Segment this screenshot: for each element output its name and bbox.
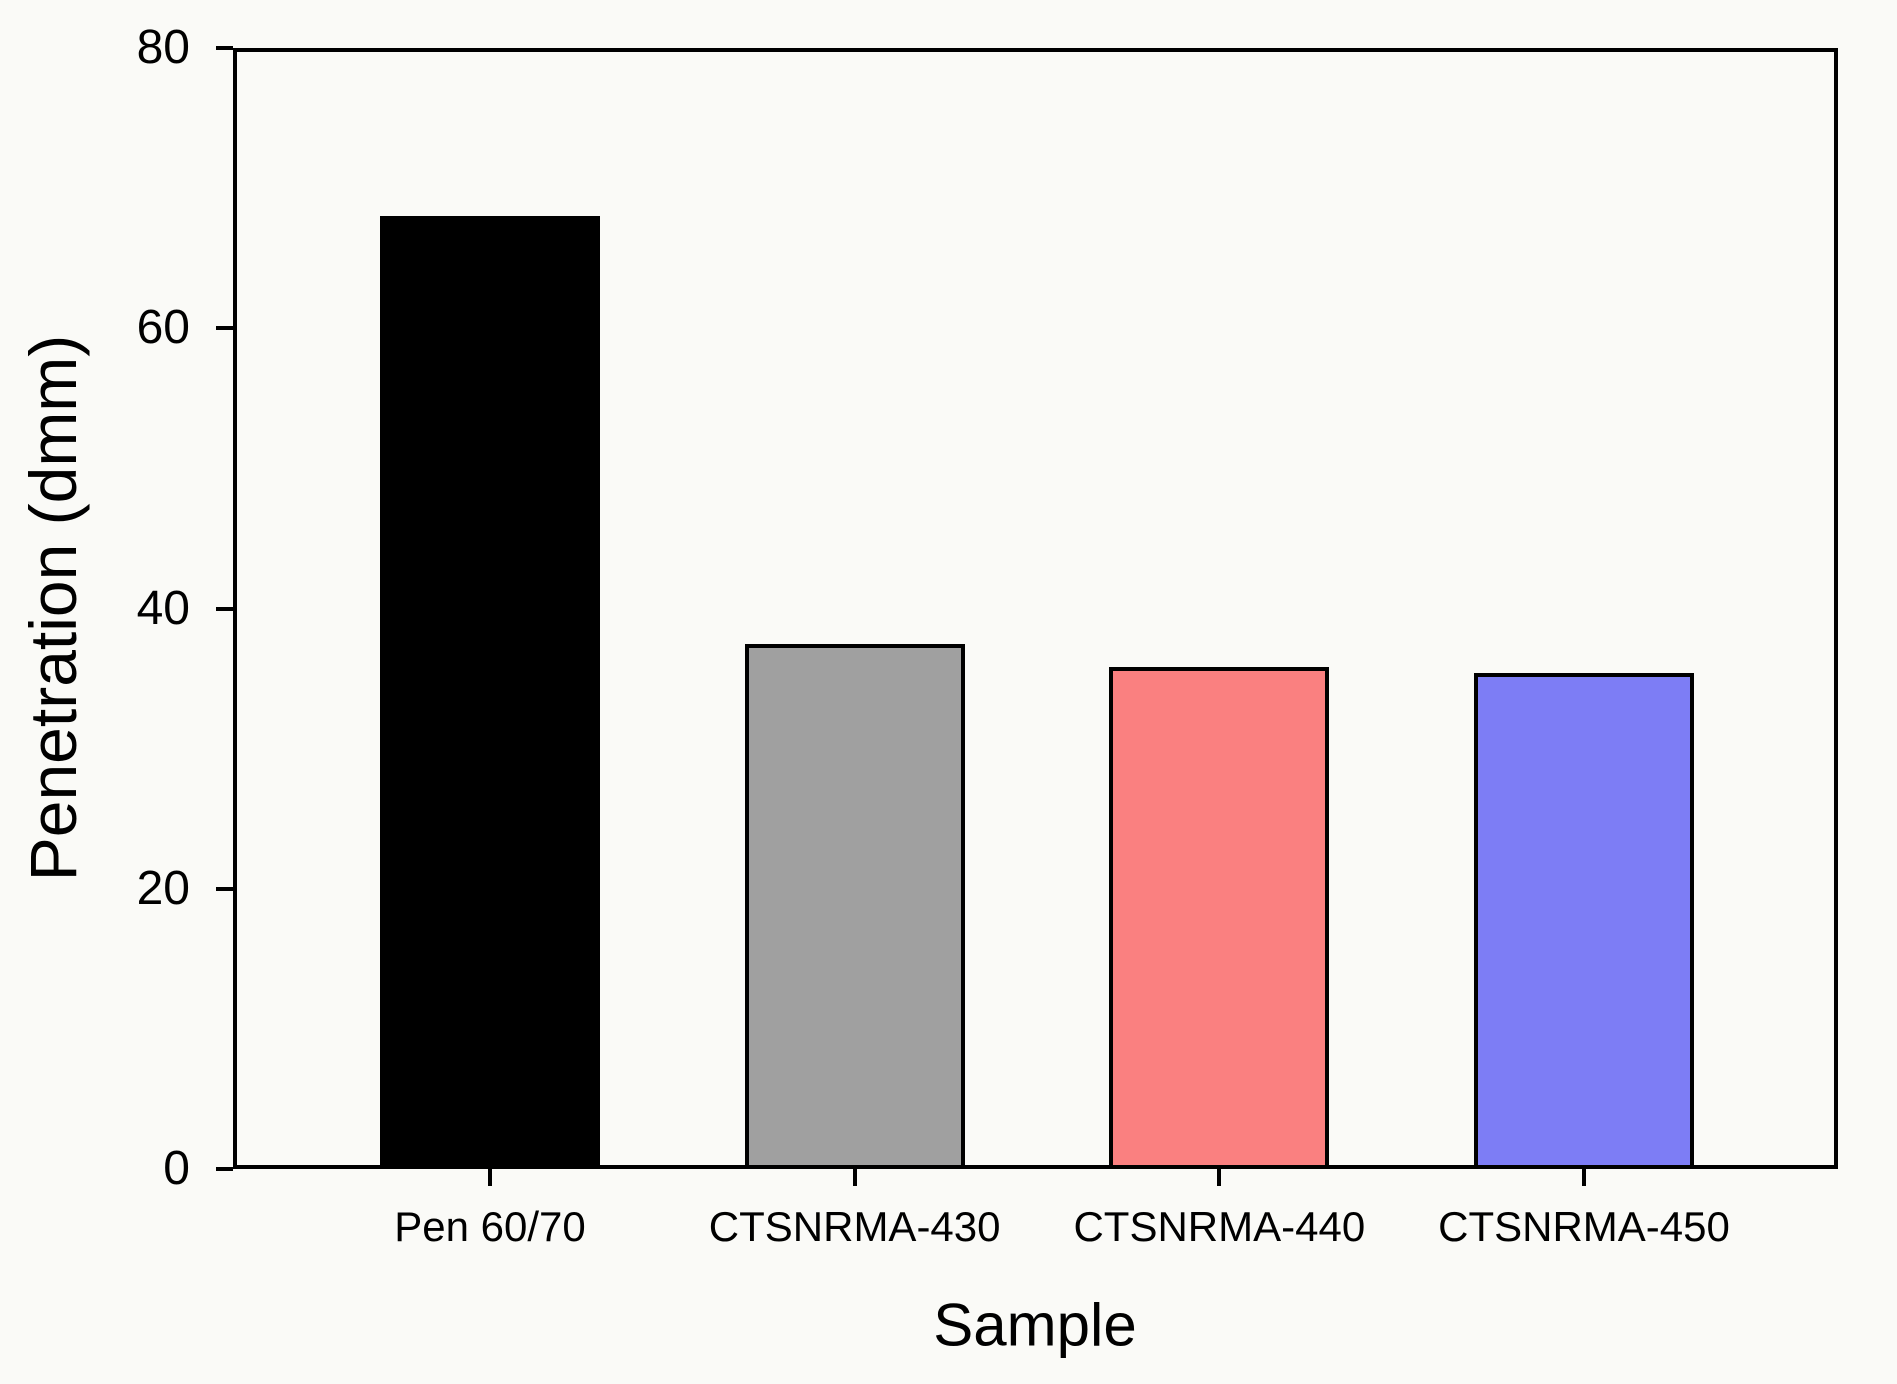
x-tick-label: Pen 60/70 <box>394 1203 586 1250</box>
bar-ctsnrma-440 <box>1109 667 1330 1169</box>
bar-pen-60-70 <box>380 216 600 1169</box>
x-tick-label: CTSNRMA-450 <box>1438 1203 1730 1250</box>
x-axis-title: Sample <box>933 1291 1137 1359</box>
y-tick-label: 0 <box>163 1142 190 1195</box>
y-tick-label: 20 <box>136 861 190 915</box>
x-tick-label: CTSNRMA-440 <box>1073 1203 1366 1250</box>
y-axis-tick <box>216 1167 233 1171</box>
x-axis-tick <box>488 1169 492 1186</box>
bar-ctsnrma-450 <box>1474 672 1694 1169</box>
y-tick-label: 80 <box>136 21 190 74</box>
y-axis-tick <box>216 326 233 331</box>
bar-ctsnrma-430 <box>744 643 965 1169</box>
x-axis-tick <box>1217 1169 1222 1186</box>
x-axis-tick <box>1582 1169 1586 1186</box>
y-tick-label: 40 <box>136 581 190 635</box>
x-axis-tick <box>852 1169 857 1186</box>
x-tick-label: CTSNRMA-430 <box>708 1203 1001 1250</box>
y-axis-tick <box>216 46 233 50</box>
y-axis-tick <box>216 886 233 891</box>
y-tick-label: 60 <box>136 301 190 355</box>
y-axis-tick <box>216 606 233 611</box>
